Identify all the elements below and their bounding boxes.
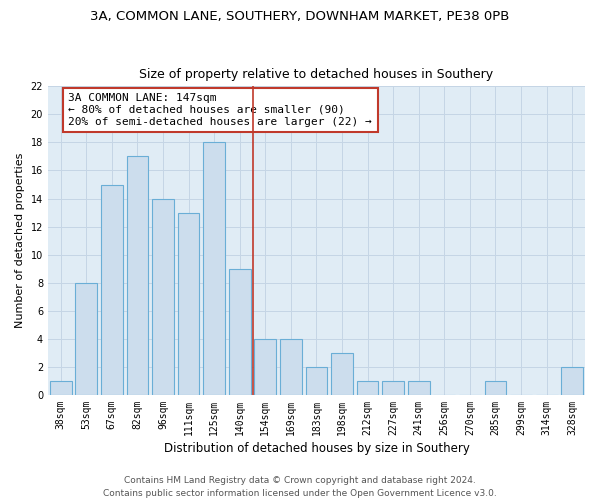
Bar <box>408 381 430 395</box>
Text: Contains HM Land Registry data © Crown copyright and database right 2024.
Contai: Contains HM Land Registry data © Crown c… <box>103 476 497 498</box>
Bar <box>127 156 148 395</box>
Bar <box>562 367 583 395</box>
Bar <box>382 381 404 395</box>
Bar <box>254 339 276 395</box>
Text: 3A COMMON LANE: 147sqm
← 80% of detached houses are smaller (90)
20% of semi-det: 3A COMMON LANE: 147sqm ← 80% of detached… <box>68 94 372 126</box>
Bar <box>357 381 379 395</box>
Bar <box>229 268 251 395</box>
Title: Size of property relative to detached houses in Southery: Size of property relative to detached ho… <box>139 68 494 81</box>
Bar <box>305 367 328 395</box>
X-axis label: Distribution of detached houses by size in Southery: Distribution of detached houses by size … <box>164 442 469 455</box>
Bar <box>485 381 506 395</box>
Bar <box>76 282 97 395</box>
Text: 3A, COMMON LANE, SOUTHERY, DOWNHAM MARKET, PE38 0PB: 3A, COMMON LANE, SOUTHERY, DOWNHAM MARKE… <box>91 10 509 23</box>
Bar <box>280 339 302 395</box>
Bar <box>331 353 353 395</box>
Bar <box>101 184 123 395</box>
Bar <box>178 212 199 395</box>
Bar <box>50 381 71 395</box>
Bar <box>152 198 174 395</box>
Y-axis label: Number of detached properties: Number of detached properties <box>15 153 25 328</box>
Bar <box>203 142 225 395</box>
